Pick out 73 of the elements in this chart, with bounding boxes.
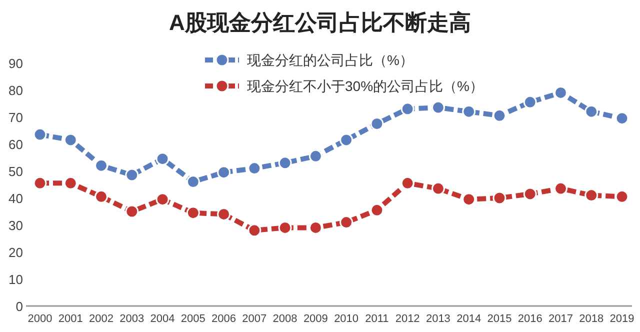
x-tick-label: 2003 — [120, 313, 144, 325]
x-tick-label: 2012 — [395, 313, 420, 325]
point — [340, 216, 354, 230]
point — [431, 100, 445, 114]
y-tick-label: 30 — [8, 218, 23, 233]
x-tick-label: 2006 — [212, 313, 236, 325]
point — [431, 182, 445, 196]
point — [462, 192, 476, 206]
point — [186, 175, 200, 189]
point — [462, 104, 476, 118]
point — [64, 133, 78, 147]
point — [615, 190, 629, 204]
point — [94, 190, 108, 204]
x-tick-label: 2005 — [180, 313, 206, 325]
y-tick-label: 90 — [8, 56, 23, 71]
legend-label: 现金分红不小于30%的公司占比（%） — [247, 78, 484, 94]
point — [278, 156, 292, 170]
y-tick-label: 70 — [8, 110, 23, 125]
point — [308, 220, 322, 234]
y-tick-label: 40 — [8, 191, 23, 206]
point — [523, 187, 537, 201]
point — [64, 176, 78, 190]
point — [186, 206, 200, 220]
point — [554, 86, 568, 100]
y-tick-label: 10 — [8, 272, 23, 287]
y-tick-label: 80 — [8, 83, 23, 98]
x-tick-label: 2016 — [518, 313, 542, 325]
x-tick-label: 2015 — [487, 313, 512, 325]
point — [492, 108, 506, 122]
legend-label: 现金分红的公司占比（%） — [247, 52, 414, 68]
x-tick-label: 2013 — [426, 313, 450, 325]
point — [248, 162, 262, 176]
x-tick-label: 2011 — [365, 313, 389, 325]
point — [94, 158, 108, 172]
point — [278, 220, 292, 234]
x-tick-label: 2018 — [579, 313, 604, 325]
x-tick-label: 2009 — [303, 313, 328, 325]
point — [308, 149, 322, 163]
y-tick-label: 60 — [8, 137, 23, 152]
point — [400, 102, 414, 116]
point — [217, 207, 231, 221]
point — [217, 166, 231, 180]
point — [33, 176, 47, 190]
point — [340, 133, 354, 147]
x-tick-label: 2001 — [58, 313, 83, 325]
point — [370, 117, 384, 130]
point — [584, 188, 598, 202]
point — [492, 191, 506, 205]
x-tick-label: 2007 — [242, 313, 267, 325]
point — [400, 176, 414, 190]
x-tick-label: 2008 — [272, 313, 298, 325]
y-tick-label: 50 — [8, 164, 23, 179]
x-tick-label: 2019 — [610, 313, 634, 325]
x-tick-label: 2002 — [89, 313, 114, 325]
y-tick-label: 0 — [16, 299, 23, 314]
chart-title: A股现金分红公司占比不断走高 — [169, 10, 471, 35]
point — [125, 204, 139, 218]
point — [33, 128, 47, 142]
point — [615, 112, 629, 126]
point — [248, 224, 262, 238]
point — [584, 104, 598, 118]
point — [156, 152, 170, 166]
point — [554, 182, 568, 196]
x-tick-label: 2010 — [334, 313, 359, 325]
x-tick-label: 2000 — [28, 313, 52, 325]
point — [523, 95, 537, 109]
y-tick-label: 20 — [8, 245, 23, 260]
x-tick-label: 2004 — [150, 313, 175, 325]
point — [125, 168, 139, 182]
point — [156, 192, 170, 206]
point — [370, 203, 384, 217]
x-tick-label: 2014 — [456, 313, 482, 325]
x-tick-label: 2017 — [548, 313, 573, 325]
